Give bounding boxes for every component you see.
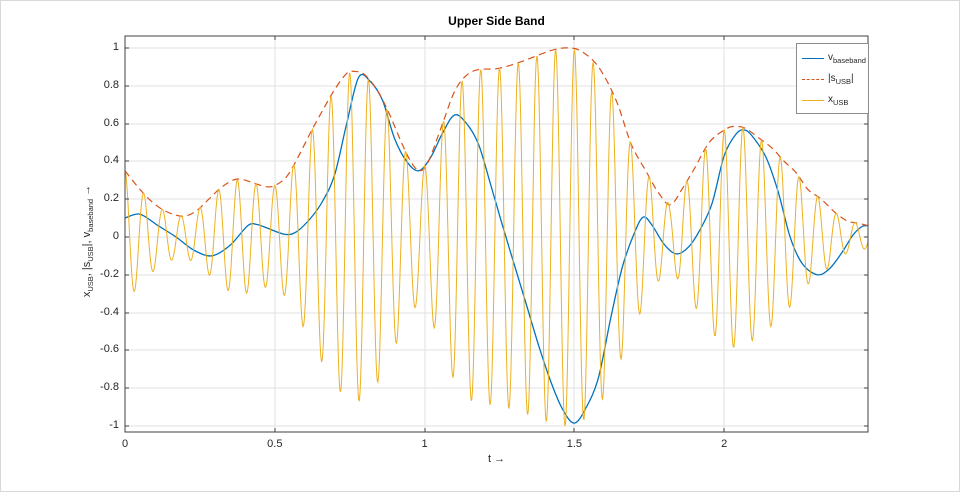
legend-entry-x-usb[interactable]: xUSB xyxy=(797,90,868,111)
x-tick-label: 1.5 xyxy=(566,438,583,450)
legend-label: |sUSB| xyxy=(828,73,854,86)
gridlines xyxy=(125,36,868,432)
legend-line-sample xyxy=(802,58,824,59)
y-tick-label: -0.8 xyxy=(100,381,119,394)
series-x_USB xyxy=(125,49,868,427)
x-tick-label: 1 xyxy=(421,438,428,450)
x-tick-label: 0 xyxy=(121,438,129,450)
y-tick-label: 0.2 xyxy=(103,192,119,205)
legend-line-sample xyxy=(802,79,824,80)
y-tick-label: -1 xyxy=(109,418,119,431)
legend-label: vbaseband xyxy=(828,52,866,65)
series-v_baseband xyxy=(125,73,868,424)
series-|s_USB| xyxy=(125,47,868,227)
axes-box xyxy=(124,35,869,433)
y-tick-label: -0.2 xyxy=(100,267,119,280)
y-tick-label: -0.6 xyxy=(100,343,119,356)
y-tick-label: 0 xyxy=(112,229,119,242)
legend-line-sample xyxy=(802,100,824,101)
legend-entry-v-baseband[interactable]: vbaseband xyxy=(797,48,868,69)
y-tick-label: 0.6 xyxy=(103,116,119,129)
legend-box[interactable]: vbaseband |sUSB| xUSB xyxy=(796,43,869,114)
legend-label: xUSB xyxy=(828,94,849,107)
x-tick-label: 0.5 xyxy=(267,438,283,450)
y-tick-label: 1 xyxy=(112,40,119,53)
x-axis-label: t → xyxy=(487,453,506,465)
plot-series xyxy=(125,47,868,427)
x-tick-label: 2 xyxy=(721,438,728,450)
y-tick-label: 0.4 xyxy=(103,154,119,167)
plot-title: Upper Side Band xyxy=(448,14,545,28)
y-tick-label: -0.4 xyxy=(100,305,119,318)
legend-entry-s-usb-magnitude[interactable]: |sUSB| xyxy=(797,69,868,90)
y-tick-label: 0.8 xyxy=(103,78,119,91)
